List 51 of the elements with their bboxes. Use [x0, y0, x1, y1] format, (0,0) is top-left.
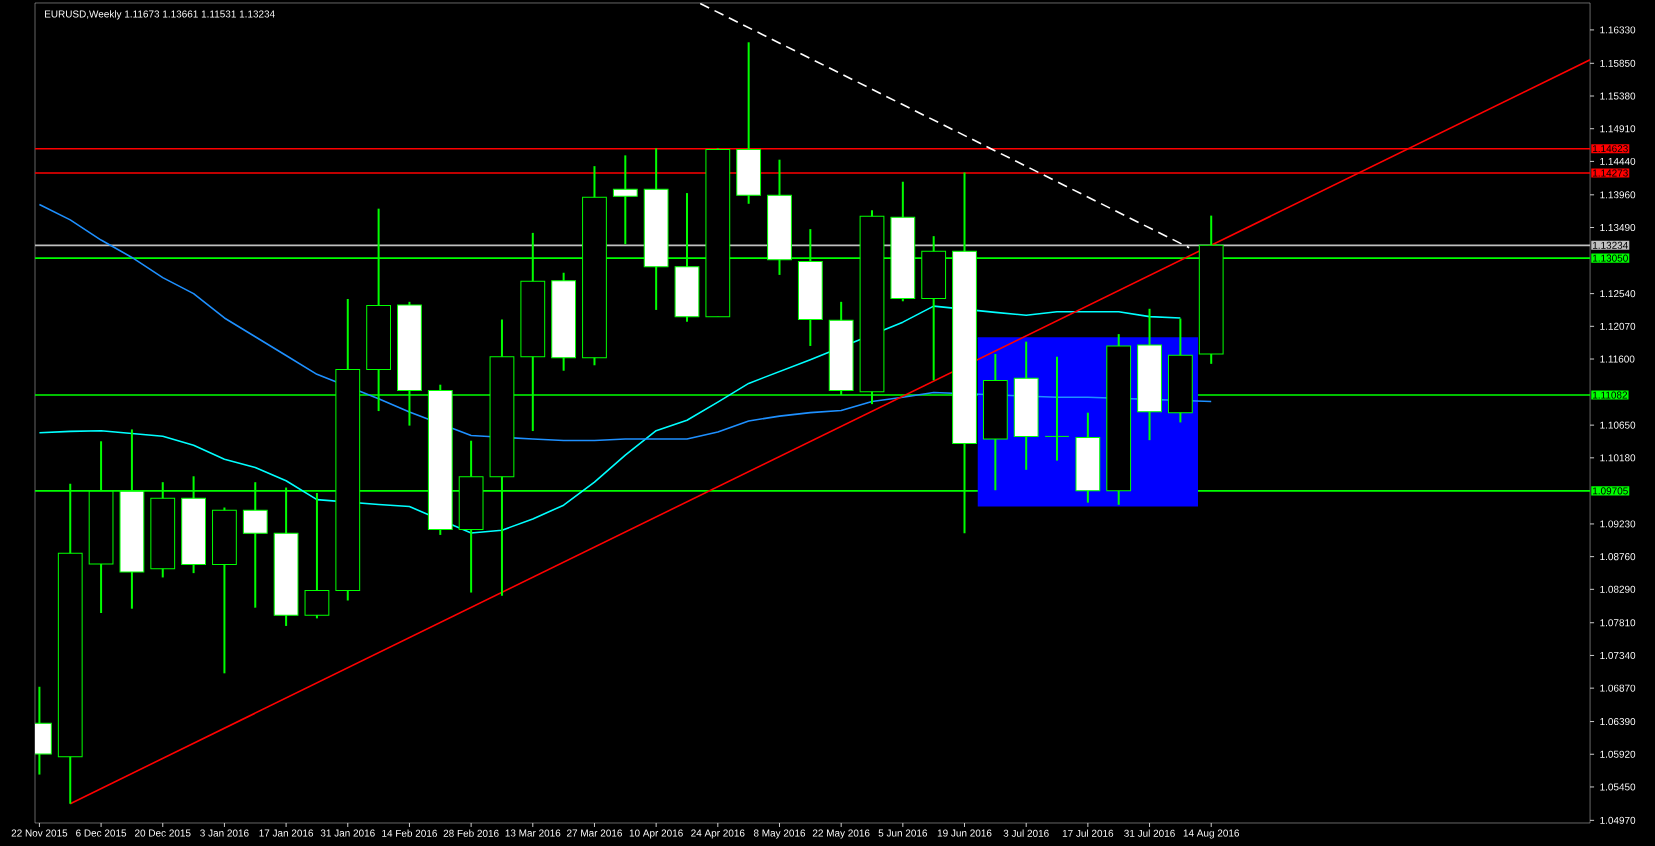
- x-tick-label: 20 Dec 2015: [135, 829, 191, 837]
- x-tick-label: 27 Mar 2016: [567, 829, 622, 837]
- y-tick-label: 1.12070: [1600, 322, 1636, 330]
- y-tick-label: 1.07810: [1600, 619, 1636, 627]
- y-tick-label: 1.08760: [1600, 553, 1636, 561]
- x-tick-label: 17 Jan 2016: [259, 829, 314, 837]
- y-tick-label: 1.09230: [1600, 520, 1636, 528]
- x-tick-label: 14 Aug 2016: [1183, 829, 1240, 839]
- x-tick-label: 19 Jun 2016: [937, 829, 992, 837]
- x-tick-label: 14 Feb 2016: [382, 829, 437, 837]
- y-tick-label: 1.14910: [1600, 125, 1636, 133]
- y-tick-label: 1.05450: [1600, 783, 1636, 791]
- y-tick-label: 1.04970: [1600, 816, 1636, 824]
- text: EURUSD,Weekly 1.11673 1.13661 1.11531 1.13234: [45, 10, 275, 20]
- y-tick-label: 1.13960: [1600, 191, 1636, 199]
- y-tick-label: 1.10650: [1600, 421, 1636, 429]
- candlestick: [1044, 355, 1070, 462]
- x-tick-label: 13 Mar 2016: [505, 829, 561, 837]
- y-tick-label: 1.15380: [1600, 92, 1636, 100]
- x-tick-label: 5 Jun 2016: [878, 829, 928, 837]
- y-tick-label: 1.07340: [1600, 651, 1636, 659]
- x-tick-label: 31 Jul 2016: [1124, 829, 1175, 837]
- ref-line-label: 1.14273: [1593, 169, 1628, 177]
- ref-line-label: 1.11082: [1593, 391, 1628, 399]
- y-tick-label: 1.06870: [1600, 684, 1636, 692]
- x-tick-label: 3 Jul 2016: [1003, 829, 1049, 837]
- x-tick-label: 3 Jan 2016: [200, 829, 249, 837]
- y-tick-label: 1.12540: [1600, 290, 1636, 298]
- y-tick-label: 1.06390: [1600, 718, 1636, 726]
- x-tick-label: 31 Jan 2016: [320, 829, 375, 837]
- x-tick-label: 6 Dec 2015: [76, 829, 127, 837]
- ref-line-label: 1.09705: [1593, 487, 1628, 495]
- y-tick-label: 1.13490: [1600, 224, 1636, 232]
- candlestick: [612, 154, 638, 246]
- x-tick-label: 17 Jul 2016: [1062, 829, 1114, 837]
- x-tick-label: 22 May 2016: [812, 829, 870, 839]
- y-tick-label: 1.05920: [1600, 750, 1636, 758]
- ref-line-label: 1.13234: [1593, 241, 1628, 249]
- x-tick-label: 28 Feb 2016: [443, 829, 499, 837]
- y-tick-label: 1.11600: [1600, 355, 1635, 363]
- x-tick-label: 8 May 2016: [753, 829, 806, 839]
- y-tick-label: 1.15850: [1600, 59, 1636, 67]
- ref-line-label: 1.14623: [1593, 145, 1628, 153]
- y-tick-label: 1.08290: [1600, 585, 1636, 593]
- x-tick-label: 22 Nov 2015: [11, 829, 68, 837]
- y-tick-label: 1.10180: [1600, 454, 1636, 462]
- ref-line-label: 1.13050: [1593, 254, 1628, 262]
- y-tick-label: 1.14440: [1600, 157, 1636, 165]
- x-tick-label: 24 Apr 2016: [691, 829, 745, 839]
- y-tick-label: 1.16330: [1600, 26, 1636, 34]
- x-tick-label: 10 Apr 2016: [629, 829, 683, 839]
